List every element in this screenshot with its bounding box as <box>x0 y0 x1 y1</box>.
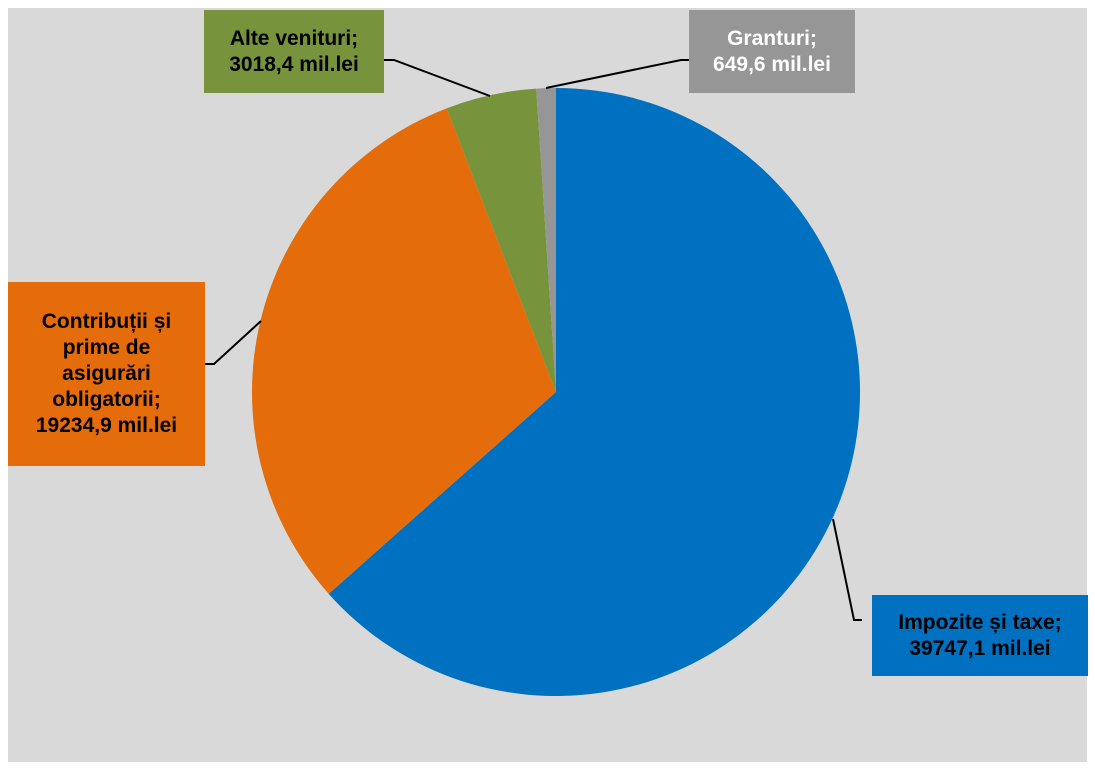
data-label-line: asigurări <box>62 362 151 385</box>
pie-slice-impozite-si-taxe <box>328 88 860 696</box>
data-label-line: 39747,1 mil.lei <box>909 636 1051 660</box>
pie-slice-alte-venituri <box>446 88 556 393</box>
pie-slice-contributii <box>251 108 557 594</box>
leader-line-contributii <box>205 320 262 365</box>
data-label-line: Contribuții și <box>41 310 172 333</box>
pie-slice-granturi <box>536 88 556 392</box>
data-label-line: Impozite și taxe; <box>898 610 1062 634</box>
data-label-line: prime de <box>62 336 151 359</box>
leader-line-impozite-si-taxe <box>832 518 862 621</box>
leader-line-alte-venituri <box>384 59 491 97</box>
leader-line-granturi <box>545 59 689 89</box>
data-label-impozite-si-taxe: Impozite și taxe; 39747,1 mil.lei <box>872 595 1088 676</box>
data-label-granturi: Granturi; 649,6 mil.lei <box>689 10 855 93</box>
data-label-line: 19234,9 mil.lei <box>35 414 178 437</box>
data-label-alte-venituri: Alte venituri; 3018,4 mil.lei <box>204 10 384 93</box>
data-label-line: Granturi; <box>727 26 817 50</box>
data-label-line: 649,6 mil.lei <box>713 52 831 76</box>
data-label-line: obligatorii; <box>52 388 161 411</box>
data-label-contributii: Contribuții și prime de asigurări obligator… <box>8 282 205 466</box>
data-label-line: 3018,4 mil.lei <box>229 52 359 76</box>
data-label-line: Alte venituri; <box>229 26 359 50</box>
